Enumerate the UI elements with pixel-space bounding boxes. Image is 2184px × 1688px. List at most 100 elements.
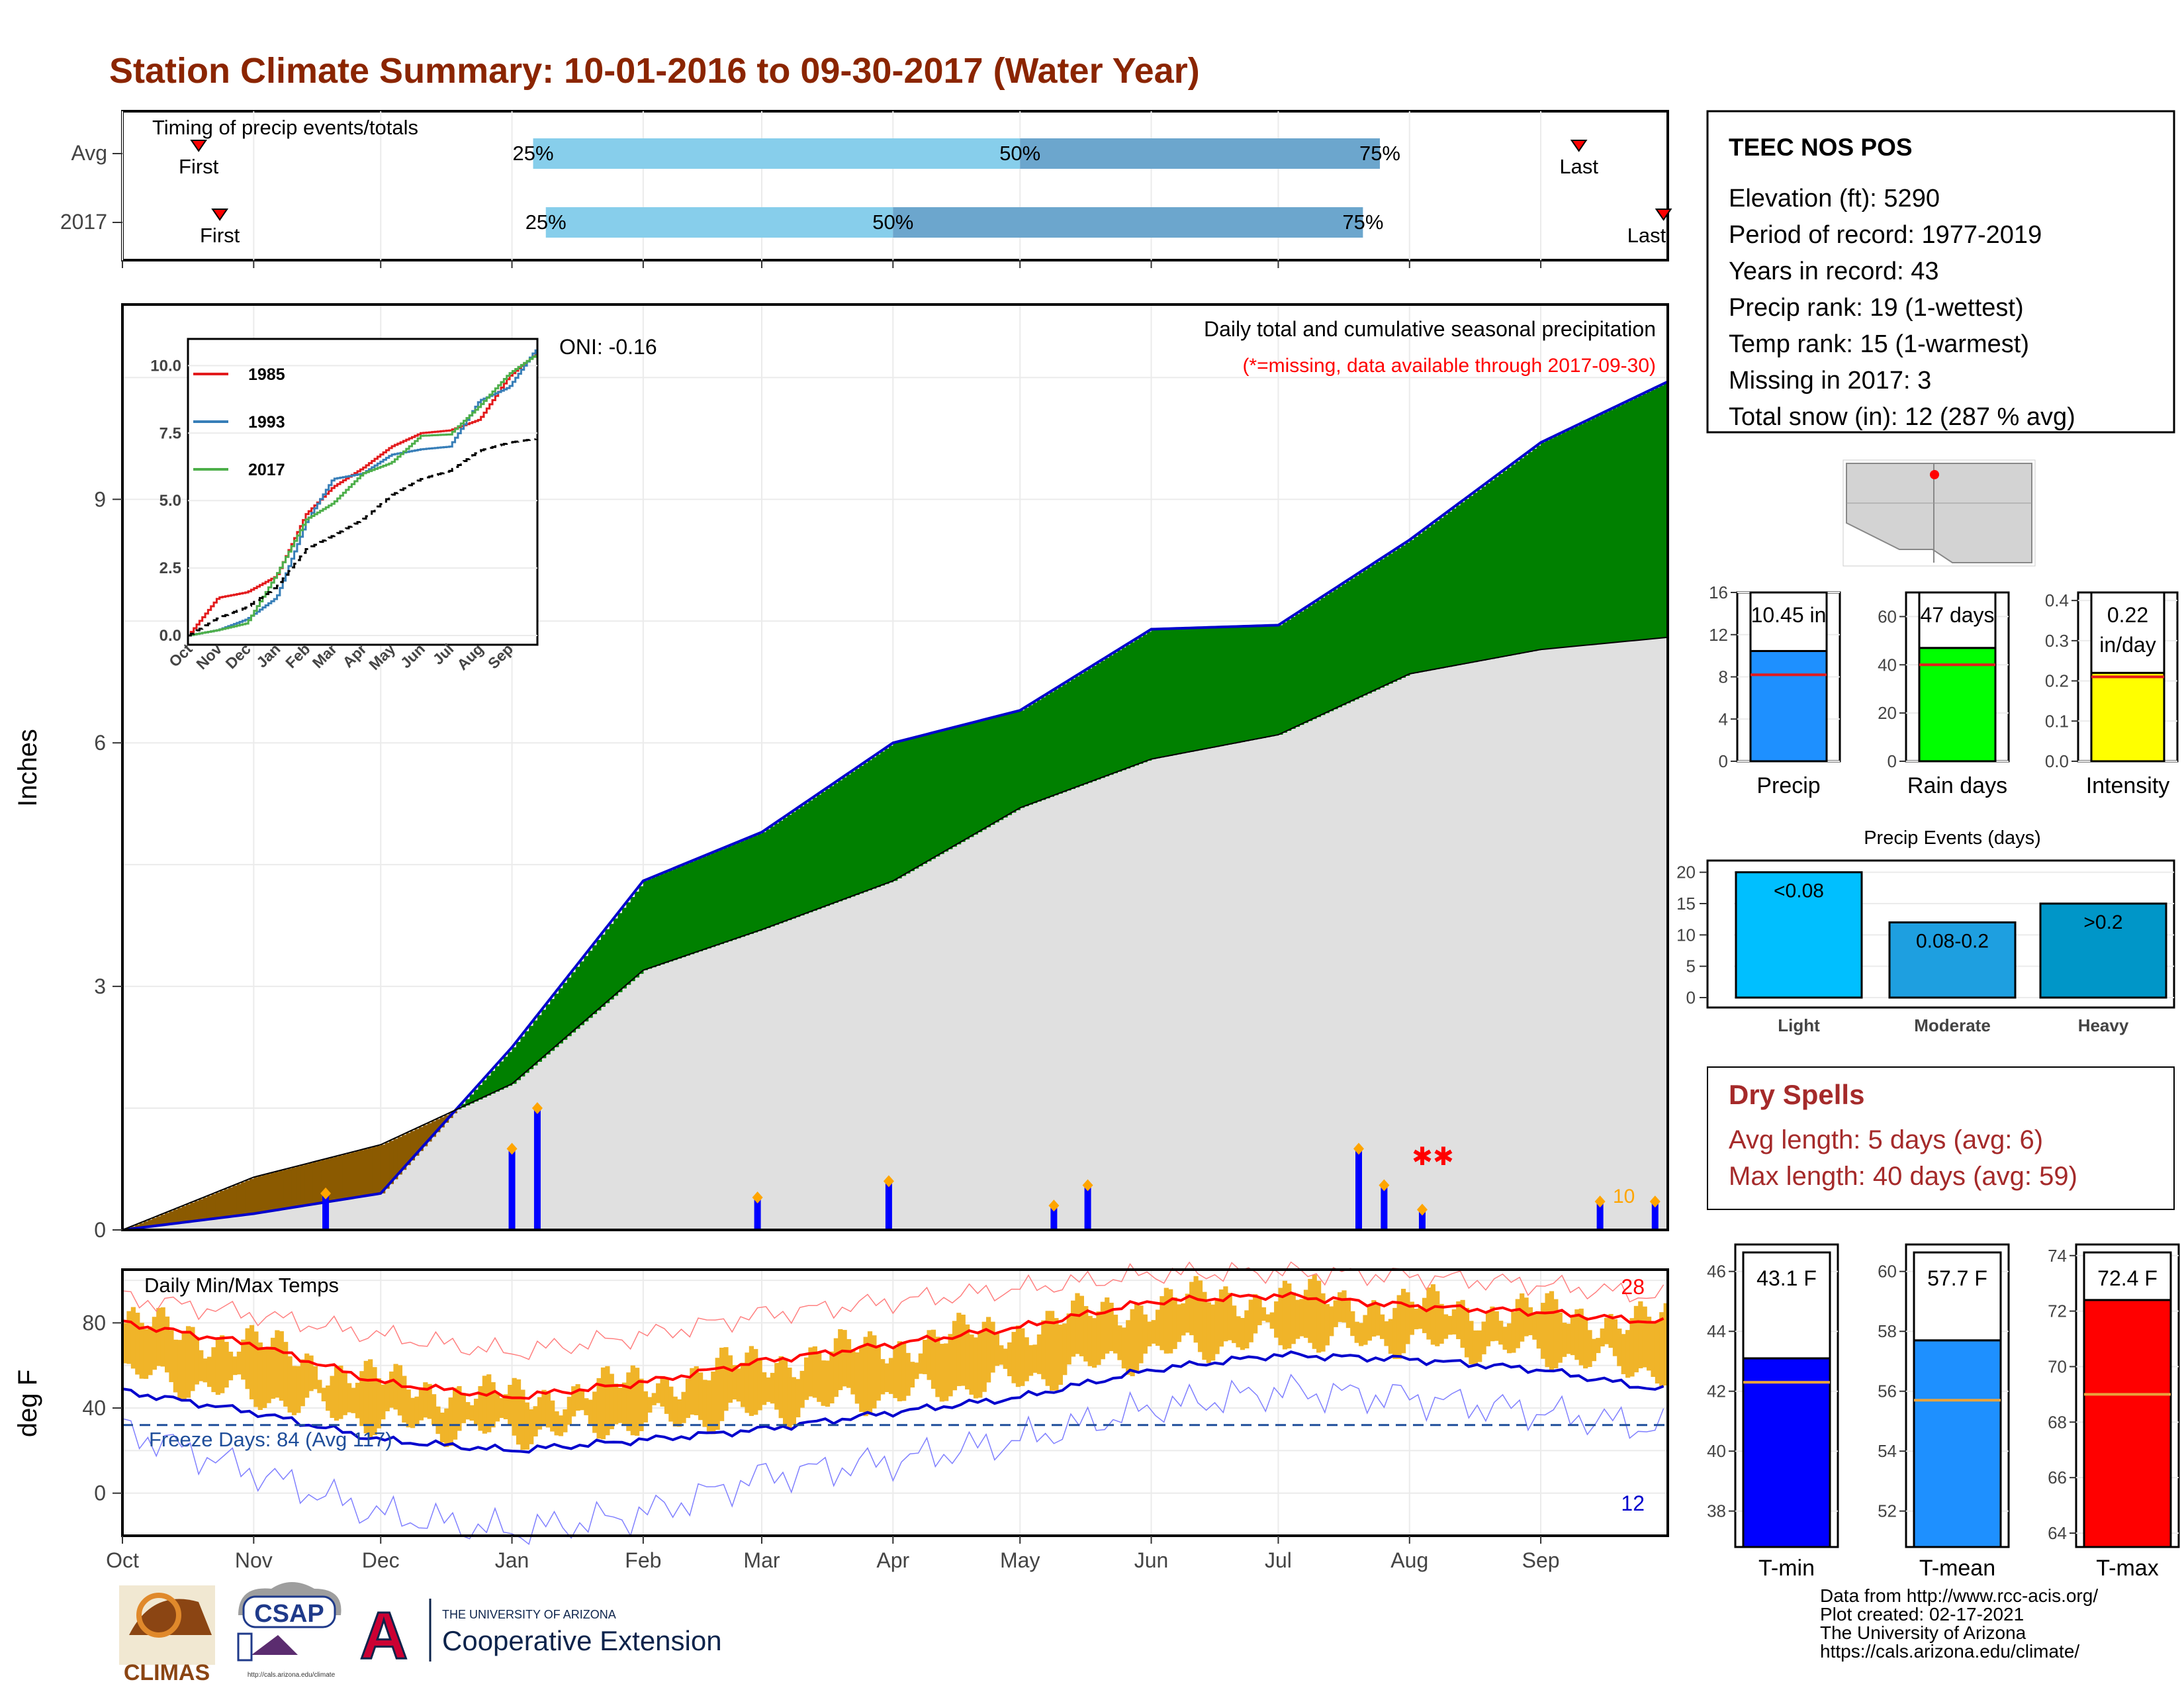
above-normal-band xyxy=(1532,448,1537,651)
summary-value-label: 0.22 xyxy=(2107,603,2148,627)
daily-temp-range-bar xyxy=(1240,1317,1246,1350)
daily-temp-range-bar xyxy=(317,1380,322,1393)
daily-temp-range-bar xyxy=(1418,1307,1423,1329)
ua-small-text: THE UNIVERSITY OF ARIZONA xyxy=(442,1608,616,1621)
daily-temp-range-bar xyxy=(351,1387,356,1413)
csap-logo: CSAP http://cals.arizona.edu/climate xyxy=(237,1582,341,1679)
daily-precip-bar xyxy=(1381,1185,1388,1230)
daily-temp-range-bar xyxy=(617,1387,623,1423)
above-normal-band xyxy=(1299,611,1304,726)
summary-bar-raindays xyxy=(1918,647,1997,763)
above-normal-band xyxy=(1227,626,1232,745)
above-normal-band xyxy=(838,780,843,902)
below-normal-band xyxy=(393,1139,398,1180)
daily-temp-range-bar xyxy=(427,1383,432,1419)
daily-temp-range-bar xyxy=(529,1409,534,1444)
daily-max-marker xyxy=(1082,1179,1093,1192)
above-normal-band xyxy=(1578,424,1584,646)
above-normal-band xyxy=(672,868,678,961)
daily-temp-range-bar xyxy=(935,1336,940,1397)
above-normal-band xyxy=(1515,461,1520,655)
daily-temp-range-bar xyxy=(952,1321,958,1391)
above-normal-band xyxy=(1100,660,1105,778)
summary-value-label: 10.45 in xyxy=(1751,603,1827,627)
daily-temp-range-bar xyxy=(203,1358,208,1383)
daily-temp-range-bar xyxy=(1435,1291,1440,1346)
daily-temp-range-bar xyxy=(439,1412,445,1442)
daily-temp-range-bar xyxy=(825,1360,831,1407)
daily-temp-range-bar xyxy=(1329,1306,1334,1336)
daily-temp-range-bar xyxy=(1477,1330,1482,1362)
hot-days-count: 28 xyxy=(1621,1275,1645,1299)
below-normal-band xyxy=(169,1211,174,1225)
below-normal-band xyxy=(376,1145,381,1194)
daily-temp-range-bar xyxy=(1007,1342,1013,1377)
timing-bar-25-50 xyxy=(545,207,893,238)
daily-temp-range-bar xyxy=(1041,1320,1046,1380)
daily-temp-range-bar xyxy=(156,1307,161,1366)
above-normal-band xyxy=(1282,622,1287,733)
above-normal-band xyxy=(643,880,648,970)
last-event-marker xyxy=(1655,209,1672,221)
legend-label-1993: 1993 xyxy=(248,413,285,432)
precip-summary-bars: 10.45 in 0 4 8 12 16 Precip 47 days 0 20 40 60 Rain … xyxy=(1709,583,2179,798)
below-normal-band xyxy=(156,1216,161,1226)
daily-max-marker xyxy=(752,1191,763,1203)
below-normal-band xyxy=(160,1214,165,1225)
daily-temp-range-bar xyxy=(372,1367,377,1436)
inset-series-line xyxy=(188,355,537,637)
above-normal-band xyxy=(1248,626,1253,741)
daily-temp-range-bar xyxy=(1405,1292,1410,1344)
daily-temp-range-bar xyxy=(554,1411,559,1436)
above-normal-band xyxy=(1308,606,1313,722)
daily-temp-range-bar xyxy=(1299,1299,1304,1336)
above-normal-band xyxy=(1659,385,1664,639)
event-category-label: Moderate xyxy=(1914,1015,1991,1035)
above-normal-band xyxy=(1003,714,1008,818)
daily-temp-range-bar xyxy=(1464,1307,1470,1358)
daily-temp-range-bar xyxy=(418,1388,424,1421)
first-event-marker xyxy=(190,140,208,152)
summary-y-tick-label: 0.1 xyxy=(2045,711,2069,731)
timing-title: Timing of precip events/totals xyxy=(152,116,418,139)
above-normal-band xyxy=(1651,389,1656,639)
daily-temp-range-bar xyxy=(1549,1291,1555,1371)
above-normal-band xyxy=(1324,594,1330,714)
inset-y-tick-label: 7.5 xyxy=(159,424,181,442)
above-normal-band xyxy=(808,800,813,913)
daily-temp-range-bar xyxy=(647,1397,653,1413)
above-normal-band xyxy=(796,809,801,917)
temp-y-tick-label: 40 xyxy=(82,1396,106,1420)
above-normal-band xyxy=(876,754,881,888)
temp-bar-tmean xyxy=(1913,1339,2002,1548)
freeze-days-label: Freeze Days: 84 (Avg 117) xyxy=(149,1428,392,1451)
temp-bar-y-tick-label: 70 xyxy=(2048,1356,2067,1376)
events-y-tick-label: 20 xyxy=(1676,863,1696,882)
event-bar-heavy xyxy=(2039,902,2167,999)
daily-temp-range-bar xyxy=(884,1363,889,1392)
daily-temp-range-bar xyxy=(1036,1334,1042,1374)
temp-bar-tmax xyxy=(2083,1299,2172,1548)
daily-temp-range-bar xyxy=(224,1342,229,1388)
above-normal-band xyxy=(1596,416,1601,645)
daily-temp-range-bar xyxy=(1020,1328,1025,1386)
below-normal-band xyxy=(389,1141,394,1184)
above-normal-band xyxy=(732,844,737,940)
above-normal-band xyxy=(1011,712,1017,813)
above-normal-band xyxy=(486,1075,492,1096)
daily-temp-range-bar xyxy=(177,1340,183,1400)
daily-max-marker xyxy=(1048,1199,1060,1212)
above-normal-band xyxy=(969,723,974,837)
above-normal-band xyxy=(702,856,707,950)
temp-panel: 0 40 80 Oct Nov Dec Jan Feb Mar Apr May Jun Jul Aug S… xyxy=(13,1261,1669,1572)
events-y-tick-label: 15 xyxy=(1676,894,1696,914)
inset-y-tick-label: 5.0 xyxy=(159,492,181,510)
above-normal-band xyxy=(1287,620,1292,731)
daily-temp-range-bar xyxy=(160,1307,165,1367)
daily-temp-range-bar xyxy=(1527,1307,1533,1336)
daily-temp-range-bar xyxy=(1083,1306,1089,1362)
daily-temp-range-bar xyxy=(766,1377,771,1402)
above-normal-band xyxy=(859,766,864,894)
summary-value-box xyxy=(1918,591,1997,649)
